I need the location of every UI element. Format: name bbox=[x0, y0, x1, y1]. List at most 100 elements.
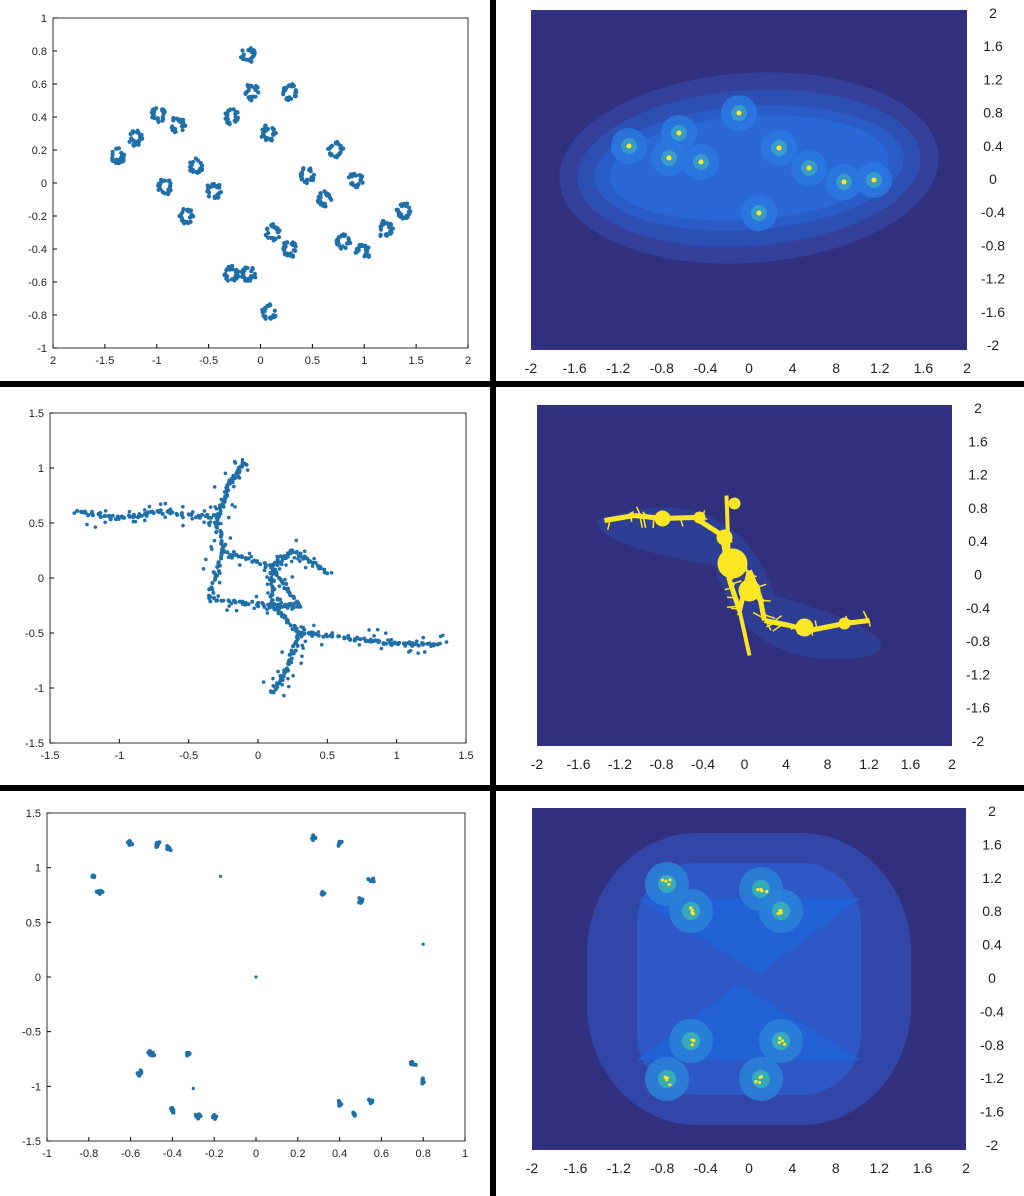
lobe-point bbox=[754, 1080, 758, 1084]
data-point bbox=[269, 580, 274, 584]
lobe-core bbox=[752, 1070, 770, 1088]
data-point bbox=[377, 639, 382, 644]
data-point bbox=[286, 586, 291, 591]
data-point bbox=[125, 840, 130, 845]
data-point bbox=[147, 504, 152, 509]
data-point bbox=[309, 175, 314, 180]
data-point bbox=[222, 272, 227, 278]
data-point bbox=[110, 513, 115, 518]
y-tick-label: -2 bbox=[986, 1137, 999, 1153]
data-point bbox=[359, 242, 364, 248]
data-point bbox=[225, 278, 231, 283]
data-point bbox=[324, 192, 329, 197]
data-point bbox=[270, 586, 275, 591]
data-point bbox=[243, 90, 248, 95]
dendrite-twig bbox=[735, 599, 743, 607]
y-tick-label: -1.5 bbox=[25, 738, 44, 750]
data-point bbox=[324, 632, 329, 637]
data-point bbox=[232, 598, 237, 603]
data-point bbox=[282, 693, 286, 698]
data-point bbox=[230, 553, 235, 558]
data-point bbox=[276, 602, 281, 607]
data-point bbox=[345, 241, 350, 246]
data-point bbox=[357, 900, 362, 905]
data-point bbox=[225, 494, 230, 498]
x-tick-label: 2 bbox=[465, 355, 471, 367]
data-point bbox=[299, 170, 305, 175]
x-tick-label: 0 bbox=[253, 1148, 259, 1160]
data-point bbox=[265, 226, 270, 231]
data-point bbox=[284, 97, 289, 102]
data-point bbox=[325, 571, 330, 576]
data-point bbox=[305, 556, 310, 561]
data-point bbox=[229, 264, 234, 269]
data-point bbox=[280, 677, 284, 681]
data-point bbox=[329, 570, 334, 575]
data-point bbox=[233, 114, 238, 119]
data-point bbox=[163, 501, 168, 506]
glow-center bbox=[736, 110, 742, 116]
y-tick-label: 0.4 bbox=[32, 112, 47, 124]
data-point bbox=[130, 842, 135, 847]
data-point bbox=[222, 549, 227, 554]
data-point bbox=[322, 189, 327, 194]
x-tick-label: -1.5 bbox=[41, 750, 60, 762]
x-tick-label: 1.6 bbox=[913, 1160, 933, 1176]
dendrite-twig bbox=[660, 513, 670, 520]
data-point bbox=[248, 278, 253, 283]
data-point bbox=[162, 109, 167, 114]
data-point bbox=[353, 184, 358, 189]
data-point bbox=[98, 514, 103, 519]
x-tick-label: 1.6 bbox=[901, 756, 921, 772]
data-point bbox=[362, 254, 367, 259]
data-point bbox=[160, 117, 166, 122]
data-point bbox=[232, 459, 237, 464]
y-tick-label: -2 bbox=[987, 337, 1000, 353]
data-point bbox=[343, 245, 348, 251]
data-point bbox=[406, 205, 412, 210]
data-point bbox=[389, 637, 394, 642]
data-point bbox=[106, 514, 111, 519]
data-point bbox=[250, 559, 255, 564]
data-point bbox=[312, 623, 316, 628]
data-point bbox=[318, 193, 323, 198]
data-point bbox=[150, 1050, 155, 1055]
data-point bbox=[403, 203, 408, 208]
data-point bbox=[292, 94, 298, 99]
dendrite-twig bbox=[727, 568, 740, 575]
data-point bbox=[156, 183, 161, 188]
data-point bbox=[444, 640, 449, 644]
data-point bbox=[367, 628, 371, 632]
data-point bbox=[212, 485, 217, 489]
data-point bbox=[290, 627, 295, 632]
y-tick-label: -0.4 bbox=[28, 244, 47, 256]
data-point bbox=[269, 136, 274, 141]
data-point bbox=[263, 316, 268, 321]
data-point bbox=[252, 271, 258, 276]
data-point bbox=[275, 557, 280, 562]
data-point bbox=[291, 673, 295, 678]
x-tick-label: -1.2 bbox=[606, 360, 630, 376]
x-tick-label: -0.4 bbox=[693, 360, 717, 376]
lobe-point bbox=[663, 1075, 667, 1079]
data-point bbox=[195, 1113, 200, 1118]
data-point bbox=[357, 643, 362, 647]
data-point bbox=[250, 599, 255, 604]
data-point bbox=[281, 92, 286, 97]
data-point bbox=[299, 175, 305, 180]
data-point bbox=[365, 249, 370, 254]
data-point bbox=[225, 608, 229, 612]
y-tick-label: 0 bbox=[974, 567, 982, 583]
data-point bbox=[313, 836, 318, 841]
data-point bbox=[210, 587, 215, 592]
dendrite-twig bbox=[758, 594, 765, 603]
data-point bbox=[322, 201, 327, 206]
data-point bbox=[288, 253, 293, 258]
data-point bbox=[282, 252, 288, 257]
dendrite-twig bbox=[743, 579, 754, 586]
data-point bbox=[355, 635, 360, 640]
data-point bbox=[291, 644, 295, 649]
data-point bbox=[103, 509, 108, 513]
x-tick-label: 8 bbox=[832, 1160, 840, 1176]
data-point bbox=[274, 561, 278, 566]
